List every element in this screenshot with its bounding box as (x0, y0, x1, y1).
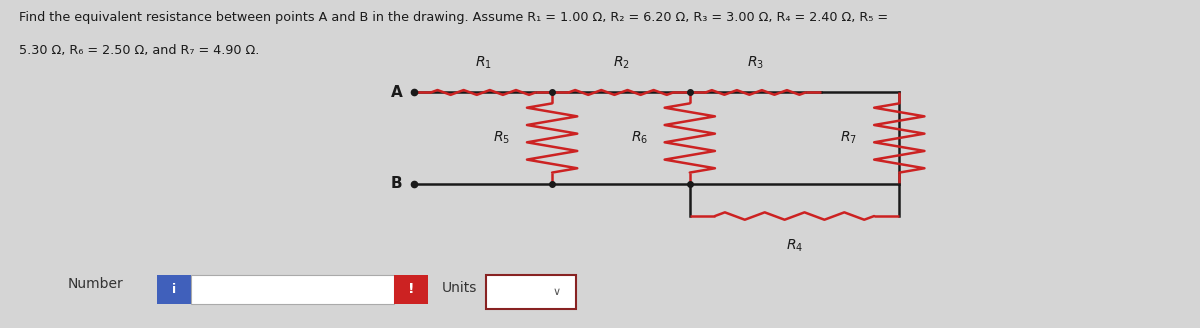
Text: $R_3$: $R_3$ (748, 55, 764, 71)
Text: A: A (391, 85, 402, 100)
Text: ∨: ∨ (552, 287, 560, 297)
FancyBboxPatch shape (394, 275, 427, 304)
Text: Find the equivalent resistance between points A and B in the drawing. Assume R₁ : Find the equivalent resistance between p… (19, 11, 888, 24)
Text: Number: Number (67, 277, 122, 291)
Text: !: ! (408, 282, 414, 296)
FancyBboxPatch shape (191, 275, 394, 304)
Text: 5.30 Ω, R₆ = 2.50 Ω, and R₇ = 4.90 Ω.: 5.30 Ω, R₆ = 2.50 Ω, and R₇ = 4.90 Ω. (19, 44, 259, 57)
Text: $R_7$: $R_7$ (840, 130, 858, 146)
Text: Units: Units (442, 280, 478, 295)
Text: i: i (172, 283, 176, 296)
Text: $R_2$: $R_2$ (612, 55, 629, 71)
Text: $R_1$: $R_1$ (475, 55, 492, 71)
FancyBboxPatch shape (157, 275, 191, 304)
Text: $R_6$: $R_6$ (631, 130, 648, 146)
Text: $R_4$: $R_4$ (786, 237, 803, 254)
Text: B: B (391, 176, 402, 191)
Text: $R_5$: $R_5$ (493, 130, 510, 146)
FancyBboxPatch shape (486, 275, 576, 309)
